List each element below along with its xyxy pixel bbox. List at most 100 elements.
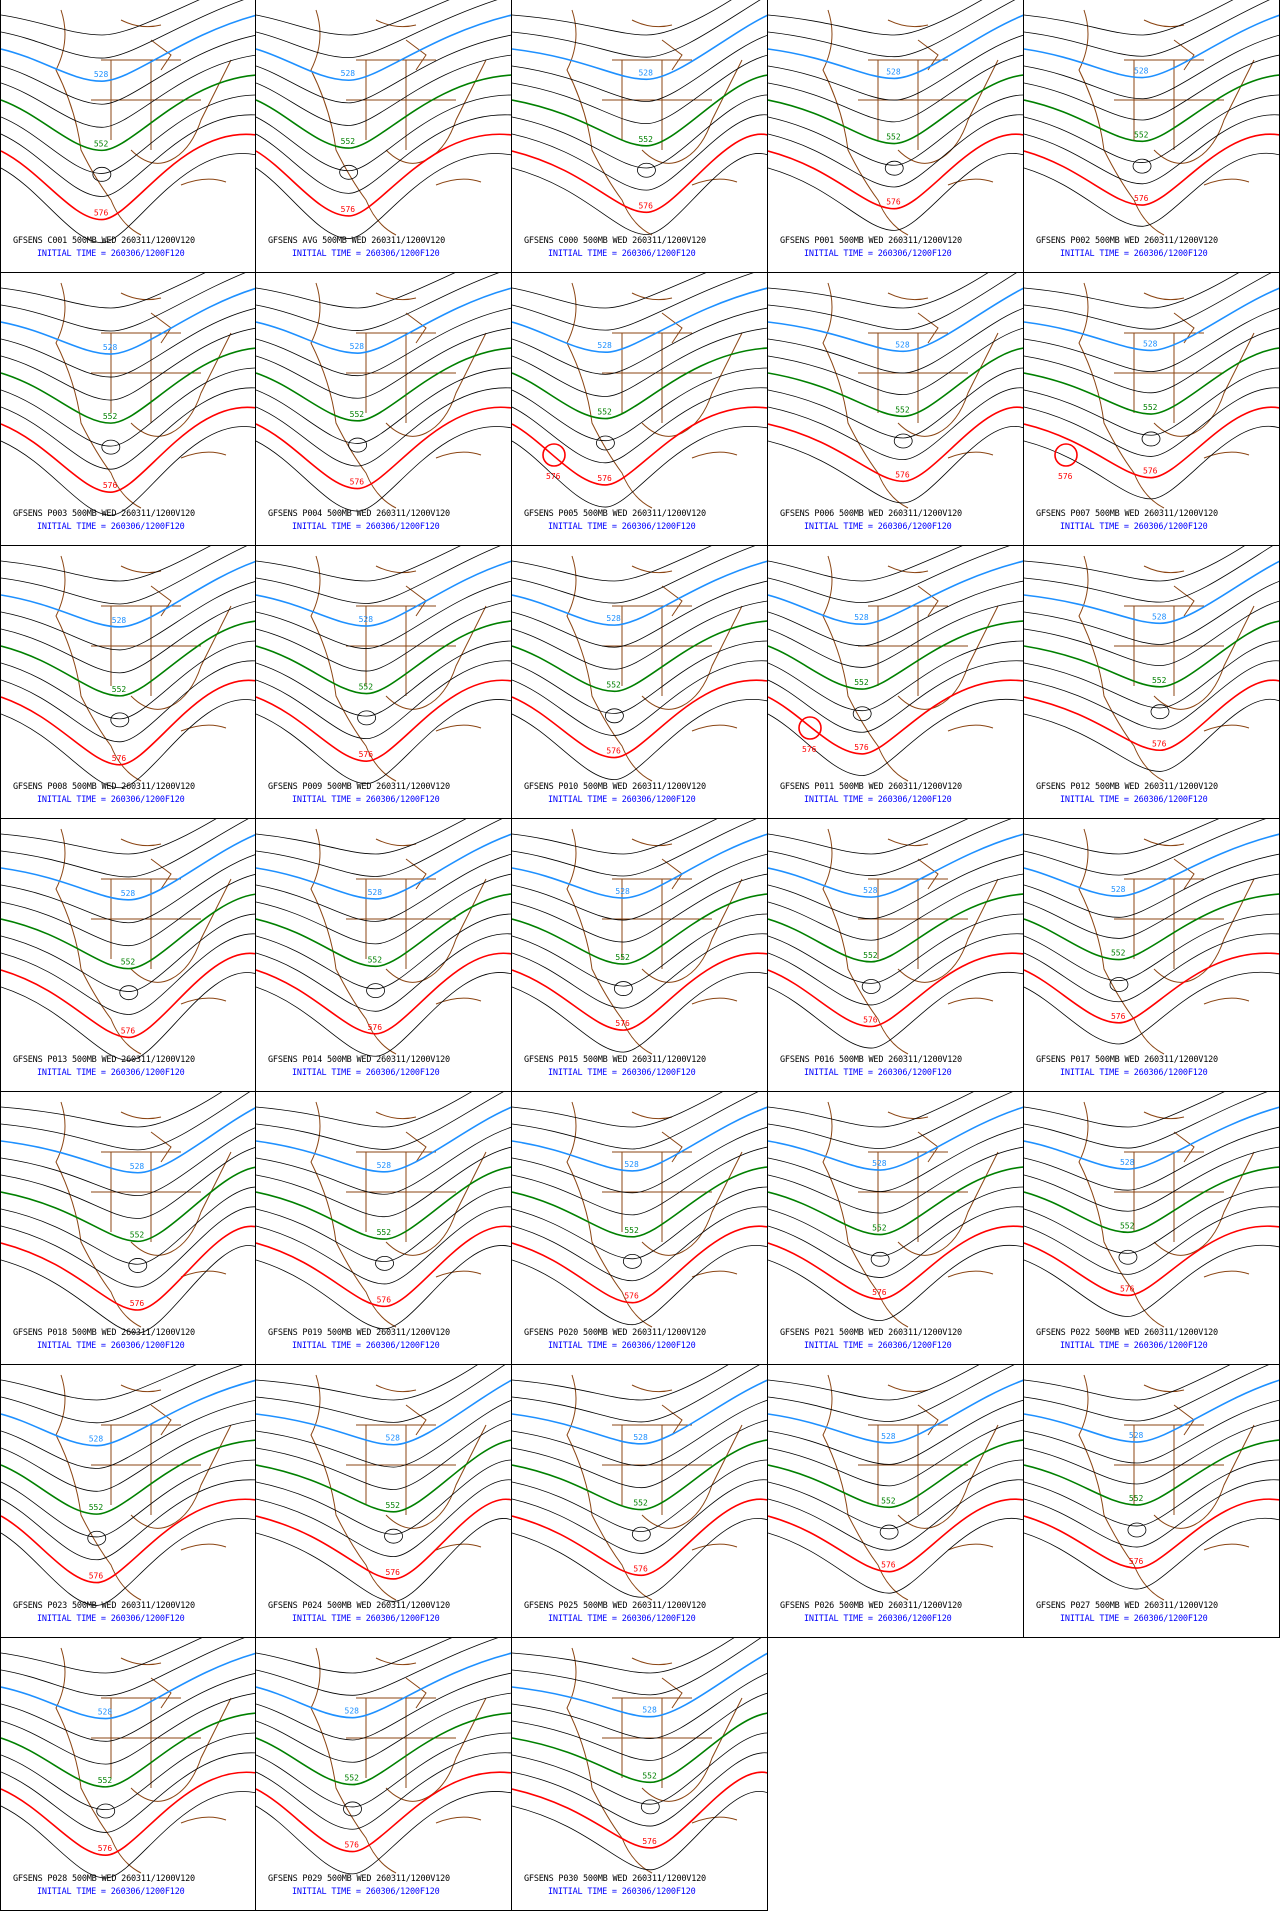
- contour-line: [512, 1419, 767, 1489]
- coastline-borders: [310, 282, 487, 509]
- contour-label: 528: [341, 69, 356, 78]
- contour-552: [1, 893, 255, 970]
- initial-time: INITIAL TIME = 260306/1200F120: [292, 522, 440, 532]
- map-panel-p030: 528 552 576 GFSENS P030 500MB WED 260311/12…: [512, 1638, 768, 1911]
- contour-label: 576: [886, 198, 901, 207]
- contour-label: 576: [121, 1026, 136, 1035]
- contour-528: [256, 833, 511, 900]
- contour-line: [1024, 1092, 1225, 1128]
- contour-line: [1024, 114, 1279, 185]
- contour-line: [1024, 1146, 1279, 1212]
- map-panel-p002: 528 552 576 GFSENS P002 500MB WED 260311/12…: [1024, 0, 1280, 273]
- coastline-borders: [1078, 555, 1255, 782]
- map-panel-p028: 528 552 576 GFSENS P028 500MB WED 260311/12…: [0, 1638, 256, 1911]
- contour-552: [512, 1439, 767, 1511]
- contour-line: [1, 972, 255, 1061]
- contour-line: [1024, 971, 1279, 1045]
- contour-line: [768, 640, 1023, 712]
- initial-time: INITIAL TIME = 260306/1200F120: [804, 1068, 952, 1078]
- contour-label: 528: [1143, 339, 1158, 348]
- initial-time: INITIAL TIME = 260306/1200F120: [292, 1887, 440, 1897]
- contour-576: [1, 1771, 255, 1857]
- contour-line: [1, 1732, 255, 1811]
- coastline-borders: [55, 555, 232, 782]
- contour-label: 528: [103, 343, 118, 352]
- contour-line: [1024, 660, 1279, 730]
- contour-line: [1, 54, 255, 128]
- height-contour-map: 528 552 576: [768, 273, 1023, 509]
- contour-line: [1024, 853, 1279, 918]
- contour-line: [256, 1692, 511, 1763]
- contour-528: [512, 1652, 767, 1718]
- map-panel-p001: 528 552 576 GFSENS P001 500MB WED 260311/12…: [768, 0, 1024, 273]
- initial-time: INITIAL TIME = 260306/1200F120: [37, 1887, 185, 1897]
- contour-line: [1024, 425, 1279, 500]
- contour-label: 552: [368, 955, 383, 964]
- closed-low: [1132, 158, 1152, 174]
- contour-line: [1024, 546, 1273, 603]
- contour-line: [256, 327, 511, 399]
- height-contour-map: 528 552 576: [1, 0, 255, 244]
- height-contour-map: 528 552 576 576: [512, 273, 767, 509]
- contour-line: [512, 1732, 767, 1805]
- panel-title: GFSENS C000 500MB WED 260311/1200V120: [524, 236, 706, 246]
- contour-line: [512, 580, 767, 648]
- contour-line: [1024, 1092, 1268, 1149]
- contour-line: [1, 874, 255, 947]
- height-contour-map: 528 552 576: [512, 1365, 767, 1601]
- contour-line: [1, 0, 200, 36]
- contour-line: [256, 1146, 511, 1218]
- contour-label: 576: [615, 1019, 630, 1028]
- contour-label: 528: [1152, 612, 1167, 621]
- height-contour-map: 528 552 576: [1, 1092, 255, 1334]
- closed-low: [92, 166, 112, 182]
- contour-line: [1024, 0, 1270, 57]
- contour-528: [512, 560, 767, 626]
- contour-line: [768, 1479, 1023, 1551]
- map-panel-p003: 528 552 576 GFSENS P003 500MB WED 260311/12…: [0, 273, 256, 546]
- contour-line: [1024, 273, 1240, 309]
- contour-line: [768, 660, 1023, 733]
- contour-label: 576: [872, 1288, 887, 1297]
- panel-title: GFSENS P004 500MB WED 260311/1200V120: [268, 509, 450, 519]
- contour-line: [1024, 1126, 1279, 1191]
- contour-line: [256, 273, 456, 309]
- contour-552: [768, 1166, 1023, 1236]
- panel-title: GFSENS P020 500MB WED 260311/1200V120: [524, 1328, 706, 1338]
- contour-label: 528: [112, 616, 127, 625]
- contour-label: 552: [854, 678, 869, 687]
- contour-label: 528: [98, 1708, 113, 1717]
- contour-label: 576: [1058, 472, 1073, 481]
- contour-line: [256, 1092, 473, 1128]
- panel-title: GFSENS P003 500MB WED 260311/1200V120: [13, 509, 195, 519]
- contour-line: [512, 94, 767, 169]
- height-contour-map: 528 552 576: [768, 1365, 1023, 1601]
- contour-line: [768, 273, 1017, 331]
- contour-line: [256, 1479, 511, 1558]
- contour-528: [1, 287, 255, 355]
- initial-time: INITIAL TIME = 260306/1200F120: [804, 1341, 952, 1351]
- contour-line: [1024, 698, 1279, 772]
- contour-line: [512, 1790, 767, 1871]
- contour-line: [1, 273, 246, 332]
- contour-label: 528: [638, 68, 653, 77]
- panel-title: GFSENS P005 500MB WED 260311/1200V120: [524, 509, 706, 519]
- contour-576: [768, 133, 1023, 210]
- closed-low: [101, 439, 121, 455]
- contour-552: [768, 74, 1023, 145]
- contour-label: 528: [624, 1160, 639, 1169]
- contour-line: [768, 971, 1023, 1049]
- contour-label: 528: [94, 70, 109, 79]
- contour-line: [1024, 54, 1279, 121]
- contour-line: [512, 425, 767, 508]
- contour-576: [256, 1771, 511, 1853]
- contour-552: [768, 1439, 1023, 1509]
- contour-line: [1, 1400, 255, 1469]
- contour-line: [1, 913, 255, 992]
- contour-label: 576: [642, 1837, 657, 1846]
- contour-528: [768, 560, 1023, 626]
- contour-line: [512, 1244, 767, 1326]
- contour-line: [1, 35, 255, 105]
- contour-552: [1024, 620, 1279, 688]
- contour-line: [512, 1146, 767, 1216]
